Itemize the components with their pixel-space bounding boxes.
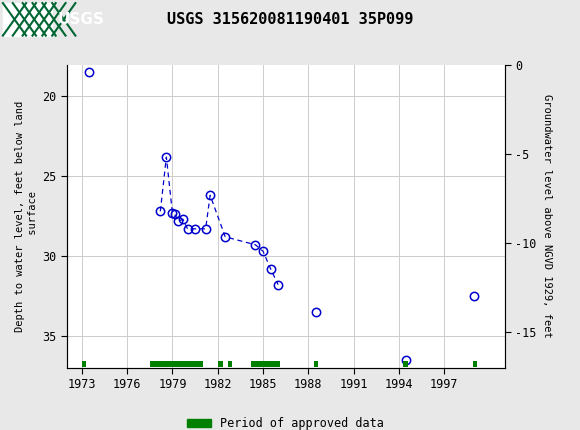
Bar (150, 361, 202, 367)
Bar (404, 361, 408, 367)
Bar (218, 361, 223, 367)
Bar (227, 361, 232, 367)
Legend: Period of approved data: Period of approved data (183, 412, 389, 430)
Y-axis label: Groundwater level above NGVD 1929, feet: Groundwater level above NGVD 1929, feet (542, 94, 552, 338)
Bar (3, 3, 52, 36)
Bar (82, 361, 86, 367)
Bar (251, 361, 280, 367)
Text: USGS 315620081190401 35P099: USGS 315620081190401 35P099 (167, 12, 413, 27)
Y-axis label: Depth to water level, feet below land
 surface: Depth to water level, feet below land su… (14, 101, 38, 332)
Bar (314, 361, 318, 367)
Text: USGS: USGS (58, 12, 105, 27)
Bar (473, 361, 477, 367)
